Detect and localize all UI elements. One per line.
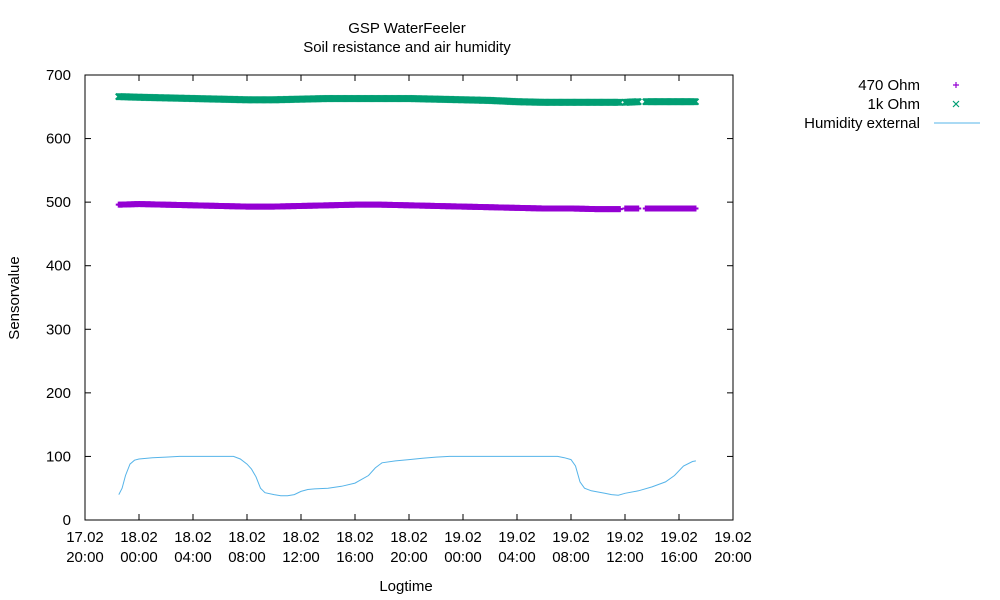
series-humidity-external [118, 455, 696, 497]
x-tick-label-time: 04:00 [498, 549, 536, 566]
x-tick-label-date: 18.02 [390, 529, 428, 546]
y-axis-label: Sensorvalue [6, 256, 23, 339]
data-point [635, 205, 642, 212]
plot-area [115, 92, 700, 497]
y-tick-label: 100 [46, 448, 71, 465]
data-point [692, 205, 699, 212]
x-tick-label-date: 19.02 [552, 529, 590, 546]
x-tick-label-time: 12:00 [606, 549, 644, 566]
x-tick-label-time: 20:00 [66, 549, 104, 566]
x-tick-label-time: 04:00 [174, 549, 212, 566]
y-tick-label: 700 [46, 67, 71, 84]
x-tick-label-time: 08:00 [552, 549, 590, 566]
x-tick-label-time: 08:00 [228, 549, 266, 566]
y-tick-label: 500 [46, 194, 71, 211]
data-point [634, 98, 642, 106]
data-point [691, 97, 700, 106]
x-tick-label-time: 12:00 [282, 549, 320, 566]
legend-label: 1k Ohm [867, 96, 920, 113]
series-1k-ohm [115, 92, 700, 107]
x-tick-label-time: 20:00 [714, 549, 752, 566]
y-tick-label: 600 [46, 131, 71, 148]
series-line [118, 455, 696, 497]
x-axis-label: Logtime [379, 578, 432, 595]
y-tick-label: 0 [63, 512, 71, 529]
legend: 470 Ohm 1k Ohm Humidity external [804, 77, 980, 132]
x-tick-label-time: 16:00 [336, 549, 374, 566]
x-tick-label-date: 17.02 [66, 529, 104, 546]
x-tick-label-date: 19.02 [606, 529, 644, 546]
x-tick-label-date: 19.02 [660, 529, 698, 546]
x-tick-label-date: 19.02 [714, 529, 752, 546]
legend-label: 470 Ohm [858, 77, 920, 94]
data-point [616, 206, 623, 213]
x-tick-label-time: 00:00 [120, 549, 158, 566]
y-tick-label: 300 [46, 321, 71, 338]
y-axis: 0 100 200 300 400 500 600 700 [46, 67, 733, 529]
y-tick-label: 200 [46, 385, 71, 402]
x-tick-label-time: 20:00 [390, 549, 428, 566]
plot-frame [84, 74, 734, 521]
x-tick-label-time: 00:00 [444, 549, 482, 566]
x-tick-label-date: 19.02 [498, 529, 536, 546]
chart-title: GSP WaterFeeler [348, 20, 466, 37]
legend-swatch [953, 82, 959, 88]
series-470-ohm [115, 201, 699, 213]
y-tick-label: 400 [46, 258, 71, 275]
x-tick-label-date: 18.02 [228, 529, 266, 546]
x-tick-label-time: 16:00 [660, 549, 698, 566]
legend-label: Humidity external [804, 115, 920, 132]
legend-swatch [952, 100, 960, 108]
x-tick-label-date: 18.02 [282, 529, 320, 546]
x-tick-label-date: 19.02 [444, 529, 482, 546]
chart-subtitle: Soil resistance and air humidity [303, 39, 511, 56]
x-tick-label-date: 18.02 [174, 529, 212, 546]
x-axis: 17.02 20:00 18.02 00:00 18.02 04:00 18.02 08:00… [66, 75, 752, 566]
x-tick-label-date: 18.02 [336, 529, 374, 546]
x-tick-label-date: 18.02 [120, 529, 158, 546]
